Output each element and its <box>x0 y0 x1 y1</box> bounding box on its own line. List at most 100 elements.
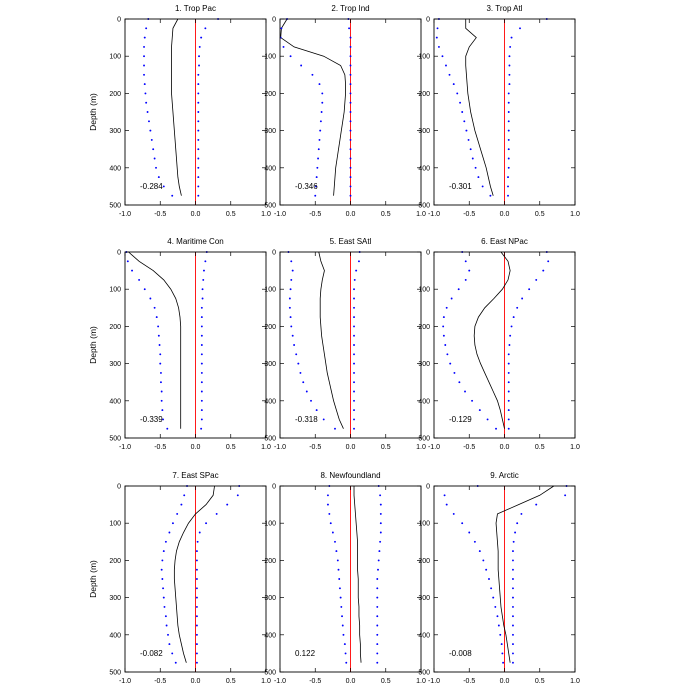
lower-bound-point <box>160 371 162 374</box>
mean-profile-line <box>495 485 555 663</box>
x-tick-label: 0.5 <box>381 444 391 451</box>
upper-bound-point <box>512 643 514 646</box>
x-tick-label: 0.0 <box>500 678 510 685</box>
upper-bound-point <box>507 427 510 430</box>
upper-bound-point <box>200 353 203 356</box>
panel-6: 6. East NPac -1.0 -0.5 0.0 0.5 1.0 0 100 200 300 4… <box>418 237 580 451</box>
y-tick-label: 0 <box>272 484 276 491</box>
lower-bound-point <box>143 83 146 86</box>
upper-bound-point <box>379 522 382 525</box>
upper-bound-point <box>377 568 379 571</box>
upper-bound-point <box>376 652 379 655</box>
upper-bound-point <box>508 73 511 76</box>
mean-profile-line <box>465 19 494 196</box>
x-tick-label: -1.0 <box>274 678 286 685</box>
mean-profile-line <box>318 251 344 429</box>
lower-bound-point <box>289 288 292 291</box>
upper-bound-series <box>376 485 382 664</box>
lower-bound-point <box>314 194 317 197</box>
x-tick-label: 0.0 <box>500 211 510 218</box>
lower-bound-point <box>482 559 485 562</box>
upper-bound-point <box>197 176 200 179</box>
upper-bound-point <box>349 166 352 169</box>
x-tick-label: 0.5 <box>535 211 545 218</box>
upper-bound-point <box>353 334 355 337</box>
upper-bound-point <box>512 624 514 627</box>
lower-bound-point <box>149 297 152 300</box>
lower-bound-point <box>157 176 160 179</box>
lower-bound-point <box>474 166 477 169</box>
x-tick-label: -1.0 <box>428 444 440 451</box>
x-tick-label: 1.0 <box>570 444 580 451</box>
panel-5: 5. East SAtl -1.0 -0.5 0.0 0.5 1.0 0 100 200 300 4… <box>264 237 426 451</box>
lower-bound-point <box>436 27 439 30</box>
lower-bound-point <box>495 427 497 430</box>
x-tick-label: 1.0 <box>261 678 271 685</box>
lower-bound-point <box>464 390 466 393</box>
upper-bound-point <box>379 503 382 506</box>
y-tick-label: 500 <box>109 203 121 210</box>
upper-bound-point <box>508 55 511 58</box>
panel-value-label: -0.346 <box>295 182 318 191</box>
lower-bound-point <box>143 73 145 76</box>
upper-bound-point <box>349 92 352 95</box>
upper-bound-point <box>512 550 514 553</box>
lower-bound-point <box>488 578 490 580</box>
y-tick-label: 500 <box>264 203 276 210</box>
lower-bound-point <box>171 652 174 655</box>
lower-bound-point <box>302 381 305 384</box>
y-tick-label: 400 <box>109 165 121 172</box>
lower-bound-point <box>143 288 146 291</box>
lower-bound-point <box>162 587 165 590</box>
panel-title: 1. Trop Pac <box>175 4 216 13</box>
lower-bound-point <box>299 371 302 374</box>
panel-value-label: -0.284 <box>140 182 163 191</box>
upper-bound-point <box>353 316 355 319</box>
y-tick-label: 100 <box>418 54 430 61</box>
upper-bound-point <box>358 260 360 263</box>
upper-bound-point <box>507 101 510 104</box>
lower-bound-point <box>445 64 447 67</box>
lower-bound-point <box>164 615 167 618</box>
upper-bound-point <box>197 194 200 197</box>
x-tick-label: 0.0 <box>191 211 201 218</box>
lower-bound-point <box>320 111 323 113</box>
upper-bound-point <box>507 418 510 421</box>
lower-bound-point <box>339 596 342 599</box>
lower-bound-point <box>486 418 489 421</box>
upper-bound-point <box>519 27 521 30</box>
upper-bound-point <box>195 587 198 590</box>
panel-4: 4. Maritime Con -1.0 -0.5 0.0 0.5 1.0 0 100 200 3… <box>88 237 271 451</box>
upper-bound-series <box>195 485 241 664</box>
lower-bound-point <box>329 522 332 525</box>
y-tick-label: 300 <box>418 595 430 602</box>
upper-bound-point <box>195 633 198 636</box>
x-tick-label: -1.0 <box>428 678 440 685</box>
upper-bound-point <box>376 633 379 636</box>
upper-bound-point <box>507 409 510 412</box>
upper-bound-point <box>349 129 352 132</box>
upper-bound-point <box>236 494 239 497</box>
lower-bound-point <box>322 418 325 421</box>
y-tick-label: 200 <box>418 91 430 98</box>
upper-bound-point <box>547 260 550 263</box>
upper-bound-point <box>200 362 203 365</box>
upper-bound-point <box>510 36 513 39</box>
lower-bound-point <box>318 138 321 141</box>
lower-bound-point <box>162 418 165 421</box>
upper-bound-point <box>195 550 198 553</box>
upper-bound-point <box>507 390 510 393</box>
lower-bound-point <box>168 531 171 534</box>
upper-bound-point <box>376 643 379 646</box>
lower-bound-point <box>464 278 467 281</box>
upper-bound-point <box>508 83 511 86</box>
y-tick-label: 100 <box>418 521 430 528</box>
lower-bound-point <box>435 36 438 39</box>
lower-bound-point <box>338 578 341 580</box>
lower-bound-point <box>340 605 343 608</box>
lower-bound-point <box>161 409 164 412</box>
lower-bound-point <box>492 596 495 599</box>
lower-bound-point <box>290 278 293 281</box>
lower-bound-point <box>345 661 348 664</box>
x-tick-label: 1.0 <box>416 211 426 218</box>
